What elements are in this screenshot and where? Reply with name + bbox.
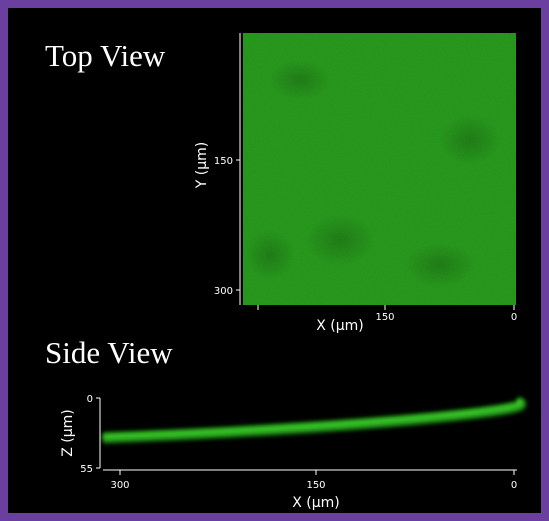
z-tick-label: 55 <box>80 464 93 475</box>
y-tick-label: 150 <box>214 156 233 167</box>
screen: Top View 150 300 Y (µm) 150 0 X (µm) Sid… <box>0 0 549 521</box>
x-tick-label: 300 <box>110 480 129 491</box>
top-image <box>243 33 516 305</box>
x-tick-label: 0 <box>511 480 517 491</box>
x-axis-label: X (µm) <box>316 318 364 334</box>
z-tick-label: 0 <box>87 394 93 405</box>
side-image <box>103 398 521 468</box>
y-axis-label: Y (µm) <box>194 142 210 189</box>
y-tick-label: 300 <box>214 286 233 297</box>
x-tick-label: 0 <box>511 312 517 323</box>
side-view-title: Side View <box>45 335 173 370</box>
x-axis-label: X (µm) <box>292 495 340 511</box>
x-tick-label: 150 <box>306 480 325 491</box>
z-axis-label: Z (µm) <box>60 409 76 457</box>
top-view-title: Top View <box>45 38 166 73</box>
x-tick-label: 150 <box>375 312 394 323</box>
